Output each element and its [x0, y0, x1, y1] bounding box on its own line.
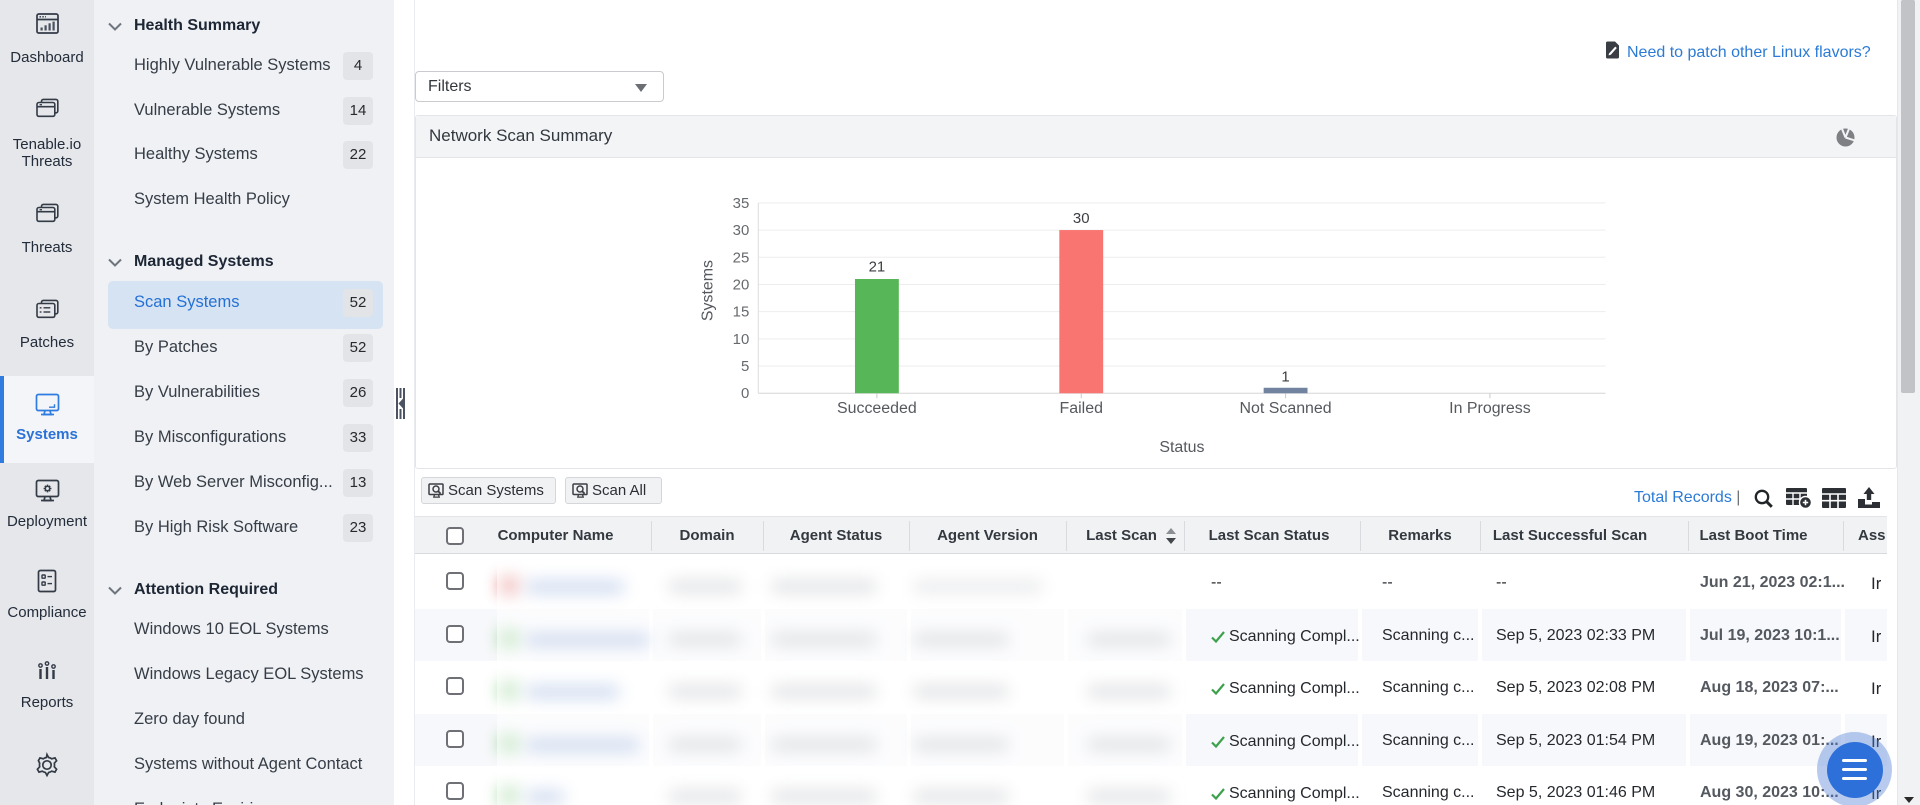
svg-text:Failed: Failed — [1060, 400, 1103, 417]
svg-text:30: 30 — [1073, 210, 1090, 227]
svg-text:0: 0 — [741, 385, 749, 402]
svg-text:Systems: Systems — [699, 260, 716, 321]
svg-text:1: 1 — [1281, 368, 1289, 385]
svg-text:Succeeded: Succeeded — [837, 400, 917, 417]
svg-text:25: 25 — [733, 249, 750, 266]
svg-text:In Progress: In Progress — [1449, 400, 1531, 417]
svg-text:20: 20 — [733, 276, 750, 293]
svg-text:10: 10 — [733, 331, 750, 348]
svg-text:5: 5 — [741, 358, 749, 375]
svg-text:35: 35 — [733, 195, 750, 212]
svg-text:Status: Status — [1159, 439, 1204, 456]
svg-text:15: 15 — [733, 304, 750, 321]
svg-text:30: 30 — [733, 222, 750, 239]
svg-text:Not Scanned: Not Scanned — [1240, 400, 1332, 417]
svg-text:21: 21 — [869, 259, 886, 276]
